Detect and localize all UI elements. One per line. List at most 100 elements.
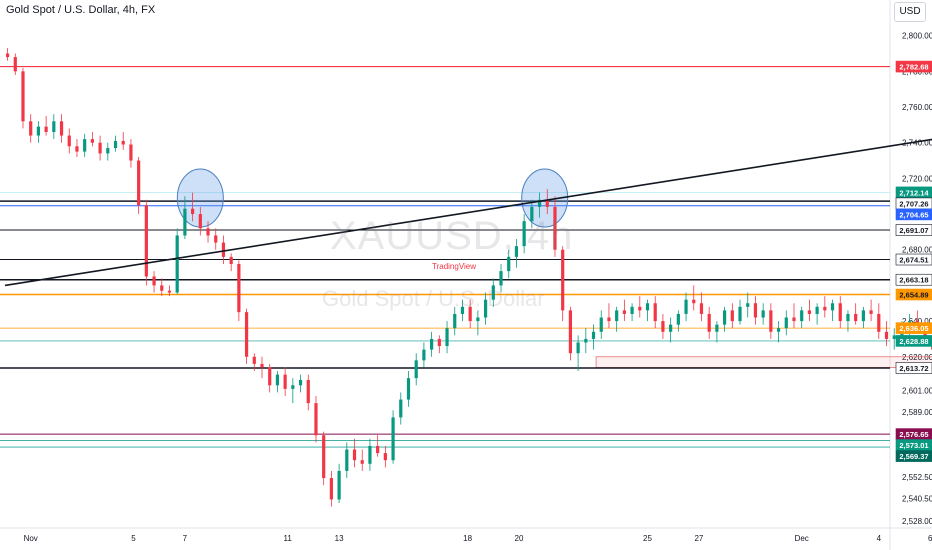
candle-body — [75, 146, 79, 152]
candle-body — [776, 328, 781, 332]
price-level-label: 2,569.37 — [899, 452, 928, 461]
candle-body — [723, 310, 727, 325]
candle-body — [406, 378, 411, 400]
candle-body — [445, 328, 449, 347]
price-level-badge — [895, 288, 932, 301]
price-level-badge — [895, 322, 932, 334]
candle-body — [298, 379, 303, 386]
y-tick-label: 2,589.00 — [902, 408, 932, 417]
price-level-badge — [895, 273, 932, 286]
candle-body — [399, 399, 403, 418]
candle-body — [884, 331, 889, 339]
candle-body — [214, 235, 218, 243]
x-tick-label: 18 — [463, 534, 472, 543]
candle-body — [268, 367, 272, 386]
y-tick-label: 2,720.00 — [902, 174, 932, 183]
candle-body — [229, 256, 233, 264]
candle-body — [437, 338, 441, 347]
candle-body — [522, 221, 526, 247]
candle-body — [645, 303, 650, 311]
candle-body — [769, 310, 773, 332]
price-level-badge — [895, 450, 932, 462]
price-level-label: 2,613.72 — [899, 364, 928, 373]
price-level-label: 2,782.68 — [899, 63, 928, 72]
candle-body — [5, 53, 10, 58]
candle-body — [499, 271, 503, 286]
candle-body — [877, 313, 881, 332]
candle-body — [846, 313, 850, 322]
candle-body — [669, 324, 673, 332]
price-level-badge — [895, 362, 932, 374]
candle-body — [576, 342, 580, 354]
candle-body — [206, 228, 210, 236]
candle-body — [507, 256, 511, 272]
candle-body — [599, 317, 603, 332]
candle-body — [784, 317, 788, 329]
candle-body — [237, 264, 241, 313]
candle-body — [221, 242, 226, 257]
y-tick-label: 2,680.00 — [902, 246, 932, 255]
price-level-label: 2,691.07 — [899, 226, 928, 235]
candle-body — [183, 208, 187, 236]
candle-body — [391, 417, 395, 461]
candle-body — [306, 379, 310, 404]
candle-body — [854, 313, 858, 322]
watermark-brand: TradingView — [432, 262, 477, 271]
y-tick-label: 2,620.00 — [902, 353, 932, 362]
candle-body — [121, 140, 125, 145]
candle-body — [191, 208, 195, 215]
candle-body — [761, 310, 765, 318]
candle-body — [800, 310, 804, 322]
price-level-label: 2,704.65 — [899, 210, 928, 219]
price-level-label: 2,576.65 — [899, 430, 928, 439]
candle-body — [584, 338, 588, 343]
candle-body — [376, 445, 380, 454]
candle-body — [175, 235, 179, 293]
candle-body — [460, 306, 465, 314]
candle-body — [823, 306, 827, 311]
candle-body — [815, 306, 819, 314]
x-tick-label: 25 — [643, 534, 652, 543]
candle-body — [453, 313, 457, 329]
candle-body — [252, 356, 256, 364]
candle-body — [530, 206, 534, 222]
candle-body — [422, 349, 426, 361]
price-level-badge — [895, 60, 932, 73]
candle-body — [830, 303, 835, 311]
candle-body — [591, 331, 596, 339]
trendline — [4, 138, 932, 287]
candle-body — [537, 199, 542, 207]
price-level-badge — [895, 224, 932, 236]
candle-body — [707, 313, 711, 332]
candle-body — [345, 449, 349, 471]
candle-body — [746, 303, 750, 307]
candle-body — [59, 121, 64, 136]
price-level-badge — [895, 208, 932, 221]
candle-body — [561, 249, 565, 311]
price-level-label: 2,628.88 — [899, 337, 928, 346]
x-tick-label: Nov — [24, 534, 38, 543]
currency-button[interactable]: USD — [894, 2, 926, 22]
candle-body — [630, 306, 634, 314]
candle-body — [83, 139, 87, 152]
candle-body — [838, 303, 842, 322]
x-tick-label: 5 — [131, 534, 136, 543]
candle-body — [160, 285, 164, 291]
symbol-title[interactable]: Gold Spot / U.S. Dollar, 4h, FX — [6, 4, 156, 16]
x-tick-label: 6 — [928, 534, 932, 543]
candle-body — [36, 126, 41, 136]
candle-body — [476, 317, 480, 322]
candle-body — [29, 121, 33, 136]
candle-body — [491, 285, 495, 300]
candle-body — [283, 374, 287, 389]
candle-body — [615, 310, 619, 322]
price-level-label: 2,573.01 — [899, 441, 928, 450]
candle-body — [545, 199, 549, 207]
candle-body — [414, 360, 418, 379]
price-level-label: 2,674.51 — [899, 256, 928, 265]
candle-body — [661, 321, 665, 332]
candle-body — [314, 403, 318, 436]
candle-body — [699, 303, 704, 314]
candle-body — [106, 148, 110, 154]
